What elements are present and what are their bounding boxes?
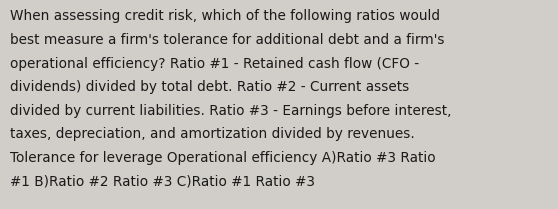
Text: operational efficiency? Ratio #1 - Retained cash flow (CFO -: operational efficiency? Ratio #1 - Retai… [10, 57, 419, 71]
Text: #1 B)Ratio #2 Ratio #3 C)Ratio #1 Ratio #3: #1 B)Ratio #2 Ratio #3 C)Ratio #1 Ratio … [10, 175, 315, 189]
Text: taxes, depreciation, and amortization divided by revenues.: taxes, depreciation, and amortization di… [10, 127, 415, 141]
Text: dividends) divided by total debt. Ratio #2 - Current assets: dividends) divided by total debt. Ratio … [10, 80, 410, 94]
Text: divided by current liabilities. Ratio #3 - Earnings before interest,: divided by current liabilities. Ratio #3… [10, 104, 451, 118]
Text: When assessing credit risk, which of the following ratios would: When assessing credit risk, which of the… [10, 9, 440, 23]
Text: Tolerance for leverage Operational efficiency A)Ratio #3 Ratio: Tolerance for leverage Operational effic… [10, 151, 436, 165]
Text: best measure a firm's tolerance for additional debt and a firm's: best measure a firm's tolerance for addi… [10, 33, 445, 47]
